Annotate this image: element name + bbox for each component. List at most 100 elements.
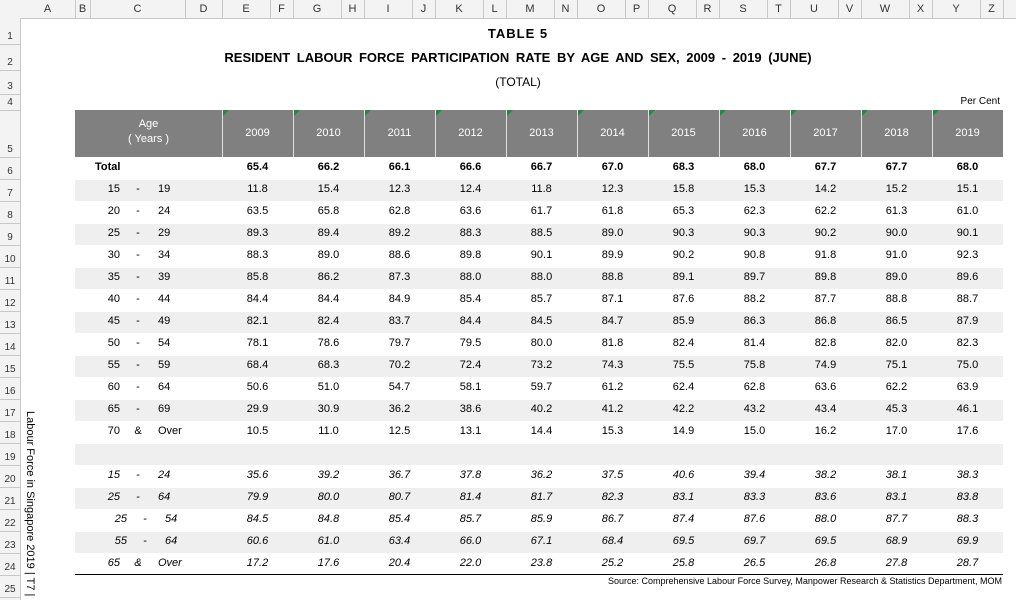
cell-divider <box>222 110 223 157</box>
value-cell: 15.8 <box>672 183 695 195</box>
value-cell: 25.8 <box>672 557 695 569</box>
age-sep: - <box>143 535 147 547</box>
value-cell: 89.8 <box>459 249 482 261</box>
row-number: 7 <box>7 188 13 199</box>
value-cell: 63.5 <box>246 205 269 217</box>
age-sep: - <box>136 293 140 305</box>
value-cell: 84.8 <box>317 513 340 525</box>
row-divider <box>0 597 20 598</box>
column-divider <box>412 0 413 18</box>
header-band <box>75 110 1003 157</box>
column-divider <box>185 0 186 18</box>
value-cell: 72.4 <box>459 359 482 371</box>
value-cell: 62.2 <box>814 205 837 217</box>
value-cell: 46.1 <box>956 403 979 415</box>
value-cell: 15.2 <box>885 183 908 195</box>
value-cell: 85.7 <box>530 293 553 305</box>
value-cell: 14.2 <box>814 183 837 195</box>
column-divider <box>719 0 720 18</box>
row-divider <box>0 575 20 576</box>
value-cell: 85.4 <box>459 293 482 305</box>
value-cell: 86.5 <box>885 315 908 327</box>
age-to: 54 <box>165 513 178 525</box>
age-to: 64 <box>158 381 171 393</box>
value-cell: 86.2 <box>317 271 340 283</box>
value-cell: 85.9 <box>530 513 553 525</box>
row-divider <box>0 223 20 224</box>
value-cell: 66.7 <box>530 161 553 173</box>
value-cell: 14.4 <box>530 425 553 437</box>
age-header: ( Years ) <box>128 133 169 145</box>
value-cell: 88.5 <box>530 227 553 239</box>
row-stripe <box>75 532 1003 553</box>
value-cell: 15.3 <box>743 183 766 195</box>
age-sep: - <box>136 315 140 327</box>
row-number: 16 <box>4 386 16 397</box>
age-sep: - <box>136 491 140 503</box>
comment-marker <box>365 110 371 116</box>
value-cell: 84.9 <box>388 293 411 305</box>
value-cell: 75.0 <box>956 359 979 371</box>
value-cell: 66.2 <box>317 161 340 173</box>
value-cell: 90.0 <box>885 227 908 239</box>
value-cell: 75.5 <box>672 359 695 371</box>
age-from: 15 <box>107 183 120 195</box>
value-cell: 62.8 <box>388 205 411 217</box>
row-divider <box>0 355 20 356</box>
age-from: 55 <box>107 359 120 371</box>
row-number: 4 <box>7 97 13 108</box>
value-cell: 74.9 <box>814 359 837 371</box>
value-cell: 66.1 <box>388 161 411 173</box>
comment-marker <box>507 110 513 116</box>
row-stripe <box>75 444 1003 465</box>
value-cell: 40.6 <box>672 469 695 481</box>
column-divider <box>932 0 933 18</box>
age-sep: - <box>136 249 140 261</box>
column-divider <box>861 0 862 18</box>
value-cell: 59.7 <box>530 381 553 393</box>
value-cell: 87.6 <box>672 293 695 305</box>
value-cell: 78.1 <box>246 337 269 349</box>
value-cell: 68.4 <box>601 535 624 547</box>
column-divider <box>75 0 76 18</box>
age-to: 24 <box>158 205 171 217</box>
value-cell: 12.4 <box>459 183 482 195</box>
value-cell: 89.6 <box>956 271 979 283</box>
column-divider <box>648 0 649 18</box>
value-cell: 82.0 <box>885 337 908 349</box>
value-cell: 85.7 <box>459 513 482 525</box>
row-divider <box>0 377 20 378</box>
column-divider <box>554 0 555 18</box>
year-header: 2009 <box>245 127 270 139</box>
value-cell: 80.7 <box>388 491 411 503</box>
value-cell: 87.3 <box>388 271 411 283</box>
year-header: 2017 <box>813 127 838 139</box>
value-cell: 89.8 <box>814 271 837 283</box>
column-letter: B <box>78 3 87 15</box>
column-divider <box>364 0 365 18</box>
value-cell: 82.3 <box>956 337 979 349</box>
age-from: 45 <box>107 315 120 327</box>
year-header: 2018 <box>884 127 909 139</box>
value-cell: 90.2 <box>814 227 837 239</box>
value-cell: 15.4 <box>317 183 340 195</box>
bottom-rule <box>75 574 1003 575</box>
value-cell: 90.3 <box>672 227 695 239</box>
row-divider <box>0 421 20 422</box>
value-cell: 84.7 <box>601 315 624 327</box>
value-cell: 63.9 <box>956 381 979 393</box>
value-cell: 63.6 <box>459 205 482 217</box>
column-letter: I <box>386 3 390 15</box>
row-stripe <box>75 400 1003 421</box>
value-cell: 10.5 <box>246 425 269 437</box>
age-sep: - <box>136 183 140 195</box>
row-stripe <box>75 356 1003 377</box>
value-cell: 85.8 <box>246 271 269 283</box>
row-divider <box>0 333 20 334</box>
value-cell: 68.9 <box>885 535 908 547</box>
column-letter: J <box>420 3 427 15</box>
value-cell: 17.0 <box>885 425 908 437</box>
value-cell: 38.6 <box>459 403 482 415</box>
value-cell: 68.0 <box>743 161 766 173</box>
row-number: 22 <box>4 518 16 529</box>
